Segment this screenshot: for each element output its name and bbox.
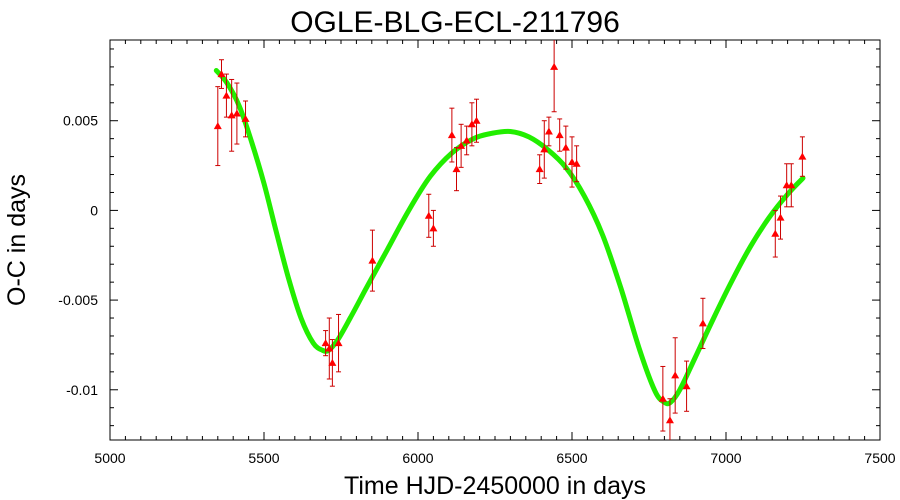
- errorbar-group: [215, 40, 805, 440]
- data-point: [472, 116, 481, 124]
- x-axis-label: Time HJD-2450000 in days: [344, 472, 646, 500]
- data-point: [321, 339, 330, 347]
- x-tick-label: 5000: [94, 450, 125, 466]
- data-point: [658, 394, 667, 402]
- data-point: [213, 122, 222, 130]
- data-point: [457, 141, 466, 149]
- y-tick-label: 0.005: [63, 113, 98, 129]
- x-tick-label: 7000: [710, 450, 741, 466]
- fit-curve: [213, 68, 806, 407]
- data-point: [429, 224, 438, 232]
- y-axis-label: O-C in days: [3, 174, 31, 306]
- data-point: [325, 344, 334, 352]
- data-point: [232, 109, 241, 117]
- data-point: [776, 213, 785, 221]
- data-point: [368, 256, 377, 264]
- data-point: [447, 131, 456, 139]
- data-point: [241, 114, 250, 122]
- data-point: [561, 143, 570, 151]
- data-point: [787, 181, 796, 189]
- data-point: [671, 371, 680, 379]
- x-tick-label: 6500: [556, 450, 587, 466]
- data-point: [227, 111, 236, 119]
- x-tick-label: 7500: [864, 450, 895, 466]
- data-point: [222, 91, 231, 99]
- data-point: [334, 339, 343, 347]
- data-point: [798, 152, 807, 160]
- fit-curve-group: [213, 68, 806, 407]
- data-point: [467, 120, 476, 128]
- data-point: [540, 145, 549, 153]
- data-point: [544, 127, 553, 135]
- x-tick-label: 5500: [248, 450, 279, 466]
- marker-group: [213, 62, 807, 424]
- data-point: [771, 229, 780, 237]
- data-point: [682, 382, 691, 390]
- axis-tick-labels: 5000 5500 6000 6500 7000 7500 -0.01 -0.005 0 0.00…: [58, 113, 895, 466]
- y-tick-label: -0.005: [58, 292, 98, 308]
- data-point: [217, 70, 226, 78]
- x-tick-label: 6000: [402, 450, 433, 466]
- chart-title: OGLE-BLG-ECL-211796: [290, 6, 620, 39]
- y-tick-label: 0: [90, 202, 98, 218]
- plot-frame: [109, 39, 881, 441]
- data-point: [568, 157, 576, 165]
- data-point: [698, 319, 707, 327]
- data-point: [555, 131, 564, 139]
- data-point: [424, 211, 433, 219]
- data-point: [462, 136, 471, 144]
- data-point: [452, 165, 461, 173]
- data-point: [665, 416, 674, 424]
- axis-ticks: [109, 40, 881, 440]
- data-point: [328, 358, 337, 366]
- data-point: [550, 62, 559, 70]
- y-tick-label: -0.01: [66, 382, 98, 398]
- data-point: [535, 165, 544, 173]
- data-point: [572, 159, 581, 167]
